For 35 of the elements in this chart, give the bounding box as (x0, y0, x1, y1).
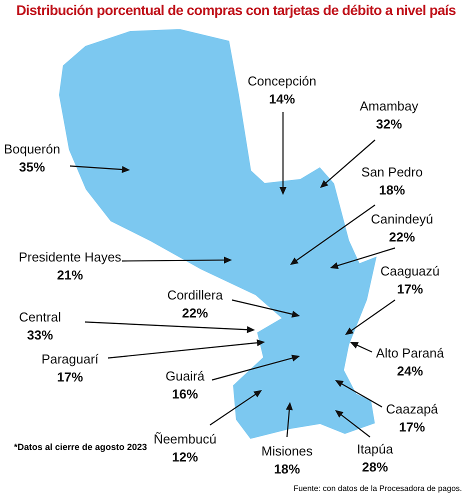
category-label: Presidente Hayes (18, 250, 122, 265)
data-label: 18% (378, 182, 406, 198)
category-label: San Pedro (361, 164, 423, 180)
category-label: Boquerón (4, 142, 60, 157)
data-label: 28% (362, 460, 388, 475)
category-label: Alto Paraná (376, 346, 445, 361)
data-label: 24% (396, 364, 424, 379)
category-label: Cordillera (167, 288, 224, 303)
category-label: Central (19, 310, 62, 325)
data-label: 17% (56, 370, 84, 385)
category-label: Ñeembucú (154, 432, 216, 447)
data-label: 22% (388, 230, 416, 245)
category-label: Canindeyú (370, 212, 434, 227)
category-label: Caaguazú (380, 264, 440, 279)
data-label: 35% (18, 160, 46, 175)
data-label: 17% (396, 282, 424, 297)
data-label: 33% (26, 328, 54, 343)
data-label: 21% (56, 268, 84, 283)
category-label: Caazapá (386, 402, 439, 417)
data-label: 14% (268, 92, 296, 107)
text: Distribución porcentual de compras con tarjetas de débito a nivel país (15, 2, 457, 18)
data-label: 32% (376, 116, 402, 132)
category-label: Misiones (261, 444, 314, 459)
category-label: Guairá (165, 368, 206, 384)
data-label: 12% (172, 450, 198, 465)
category-label: Itapúa (356, 442, 394, 457)
category-label: Amambay (360, 98, 419, 114)
data-label: 18% (274, 462, 300, 477)
data-label: 22% (182, 306, 208, 321)
data-label: 17% (398, 420, 426, 435)
category-label: Paraguarí (41, 352, 99, 367)
data-label: 16% (172, 386, 198, 402)
source-note: Fuente: con datos de la Procesadora de pagos. (293, 484, 462, 493)
text: *Datos al cierre de agosto 2023 (14, 442, 148, 452)
category-label: Concepción (248, 74, 316, 89)
